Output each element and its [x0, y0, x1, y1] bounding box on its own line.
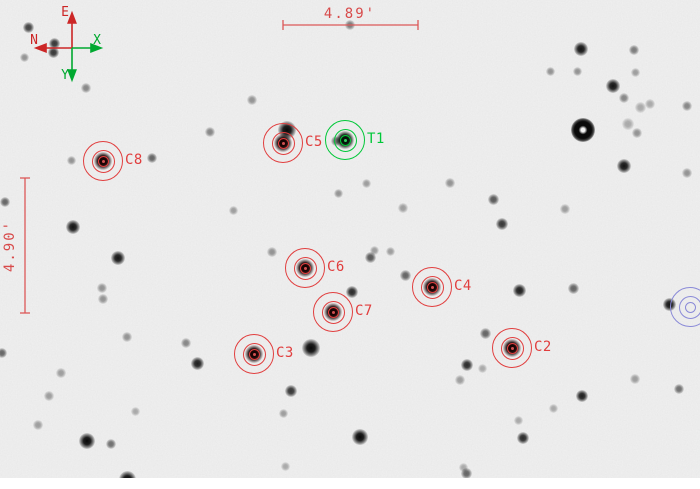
- aperture-label: C8: [125, 152, 143, 168]
- aperture-ring: [263, 123, 303, 163]
- compass-x-arrowhead: [90, 43, 104, 53]
- compass-east-label: E: [61, 5, 69, 20]
- aperture-label: T1: [367, 131, 385, 147]
- aperture-ring: [670, 287, 700, 327]
- horizontal-scale-label: 4.89': [324, 6, 376, 22]
- aperture-label: C7: [355, 303, 373, 319]
- compass-north-label: N: [30, 33, 38, 48]
- compass-y-label: Y: [61, 68, 69, 83]
- aperture-ring: [325, 120, 365, 160]
- aperture-ring: [234, 334, 274, 374]
- bottom-margin: [0, 478, 700, 489]
- compass-north-arrowhead: [33, 43, 47, 53]
- aperture-ring: [285, 248, 325, 288]
- aperture-label: C4: [454, 278, 472, 294]
- annotation-overlay: E N X Y 4.89' 4.90': [2, 5, 419, 314]
- aperture-label: C6: [327, 259, 345, 275]
- aperture-label: C5: [305, 134, 323, 150]
- aperture-label: C3: [276, 345, 294, 361]
- compass-y-arrowhead: [67, 69, 77, 83]
- image-field[interactable]: T1 C2 C3 C4 C5 C6 C7 C8 E N X: [0, 0, 700, 478]
- horizontal-scale-bar: [282, 20, 419, 30]
- compass-rose: E N X Y: [30, 5, 104, 83]
- aperture-ring: [412, 267, 452, 307]
- vertical-scale-label: 4.90': [2, 220, 18, 272]
- aperture-label: C2: [534, 339, 552, 355]
- compass-east-arrowhead: [67, 10, 77, 24]
- vertical-scale-bar: [20, 177, 30, 314]
- aperture-ring: [313, 292, 353, 332]
- compass-x-label: X: [93, 33, 101, 48]
- aperture-ring: [492, 328, 532, 368]
- aperture-ring: [83, 141, 123, 181]
